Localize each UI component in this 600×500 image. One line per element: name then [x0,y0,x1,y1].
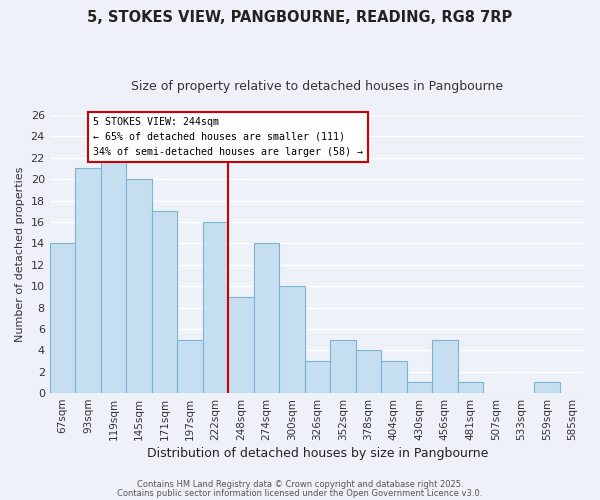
Bar [534,382,560,393]
Text: 5 STOKES VIEW: 244sqm
← 65% of detached houses are smaller (111)
34% of semi-det: 5 STOKES VIEW: 244sqm ← 65% of detached … [93,117,363,156]
Y-axis label: Number of detached properties: Number of detached properties [15,166,25,342]
Bar [152,212,177,393]
Bar [177,340,203,393]
Bar [75,168,101,393]
Bar [101,158,126,393]
Bar [458,382,483,393]
X-axis label: Distribution of detached houses by size in Pangbourne: Distribution of detached houses by size … [146,447,488,460]
Bar [254,244,279,393]
Text: Contains public sector information licensed under the Open Government Licence v3: Contains public sector information licen… [118,488,482,498]
Bar [279,286,305,393]
Bar [432,340,458,393]
Bar [407,382,432,393]
Text: Contains HM Land Registry data © Crown copyright and database right 2025.: Contains HM Land Registry data © Crown c… [137,480,463,489]
Bar [203,222,228,393]
Bar [228,297,254,393]
Bar [305,361,330,393]
Bar [126,179,152,393]
Bar [50,244,75,393]
Bar [330,340,356,393]
Title: Size of property relative to detached houses in Pangbourne: Size of property relative to detached ho… [131,80,503,93]
Bar [381,361,407,393]
Text: 5, STOKES VIEW, PANGBOURNE, READING, RG8 7RP: 5, STOKES VIEW, PANGBOURNE, READING, RG8… [88,10,512,25]
Bar [356,350,381,393]
